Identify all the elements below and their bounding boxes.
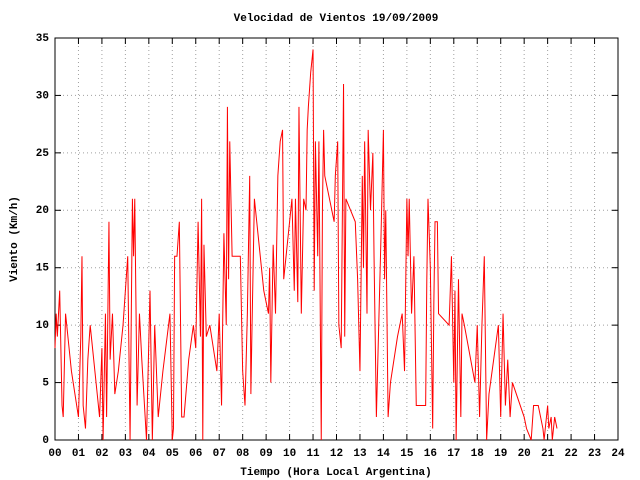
x-tick-label: 13 [353, 448, 367, 460]
x-axis-label: Tiempo (Hora Local Argentina) [240, 467, 431, 479]
chart-title: Velocidad de Vientos 19/09/2009 [234, 13, 439, 25]
y-tick-label: 25 [36, 148, 50, 160]
plot-frame [54, 37, 619, 441]
y-tick-label: 15 [36, 263, 50, 275]
x-tick-label: 18 [471, 448, 485, 460]
x-tick-label: 22 [564, 448, 577, 460]
x-tick-label: 03 [119, 448, 133, 460]
y-tick-label: 30 [36, 90, 49, 102]
x-tick-label: 08 [236, 448, 250, 460]
x-tick-label: 23 [588, 448, 602, 460]
x-tick-label: 15 [400, 448, 414, 460]
x-tick-label: 01 [72, 448, 86, 460]
x-tick-label: 16 [424, 448, 437, 460]
x-tick-label: 20 [518, 448, 531, 460]
x-tick-label: 21 [541, 448, 555, 460]
x-tick-label: 11 [306, 448, 320, 460]
y-tick-label: 0 [42, 435, 49, 447]
x-tick-label: 02 [95, 448, 108, 460]
x-tick-label: 05 [166, 448, 180, 460]
x-tick-label: 04 [142, 448, 156, 460]
y-tick-label: 5 [42, 377, 49, 389]
x-tick-label: 19 [494, 448, 507, 460]
x-tick-label: 00 [48, 448, 61, 460]
x-tick-label: 07 [213, 448, 226, 460]
x-tick-label: 12 [330, 448, 343, 460]
y-tick-label: 20 [36, 205, 49, 217]
x-tick-label: 06 [189, 448, 202, 460]
x-tick-label: 24 [611, 448, 625, 460]
x-tick-label: 10 [283, 448, 296, 460]
x-tick-label: 09 [260, 448, 273, 460]
data-line [54, 49, 558, 441]
y-tick-label: 10 [36, 320, 49, 332]
x-tick-label: 14 [377, 448, 391, 460]
y-axis-label: Viento (Km/h) [9, 196, 21, 282]
x-tick-label: 17 [447, 448, 460, 460]
y-tick-label: 35 [36, 33, 50, 45]
